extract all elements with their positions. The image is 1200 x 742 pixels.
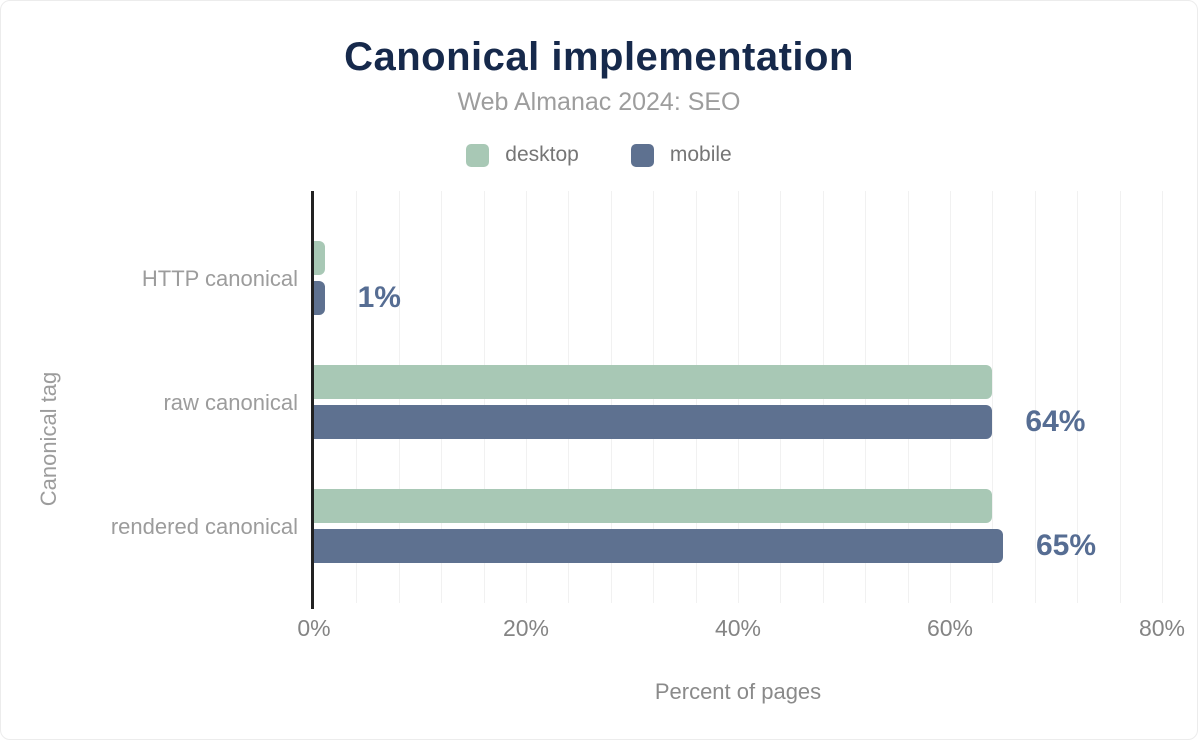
legend-item-desktop[interactable]: desktop <box>466 143 579 167</box>
value-label-0: 1% <box>357 281 401 314</box>
x-tick-80: 80% <box>1138 615 1186 641</box>
legend: desktop mobile <box>1 143 1197 167</box>
value-label-2: 65% <box>1036 529 1097 562</box>
category-label-1: raw canonical <box>163 390 298 415</box>
value-label-1: 64% <box>1025 405 1086 438</box>
x-tick-0: 0% <box>297 615 331 641</box>
bar-desktop-1[interactable] <box>314 365 993 399</box>
gridline-64 <box>992 191 994 603</box>
bar-desktop-2[interactable] <box>314 489 993 523</box>
x-tick-40: 40% <box>714 615 762 641</box>
y-axis-title: Canonical tag <box>36 371 61 507</box>
category-label-2: rendered canonical <box>110 514 298 539</box>
gridline-68 <box>1034 191 1036 603</box>
category-label-0: HTTP canonical <box>141 266 298 291</box>
legend-label-mobile: mobile <box>669 143 732 166</box>
gridline-72 <box>1077 191 1079 603</box>
x-tick-20: 20% <box>502 615 550 641</box>
bar-mobile-1[interactable] <box>314 405 993 439</box>
bar-mobile-2[interactable] <box>314 529 1003 563</box>
legend-item-mobile[interactable]: mobile <box>630 143 732 167</box>
x-tick-60: 60% <box>926 615 974 641</box>
x-axis-title: Percent of pages <box>654 679 822 704</box>
legend-swatch-mobile <box>630 143 654 167</box>
bar-mobile-0[interactable] <box>314 281 325 315</box>
gridline-80 <box>1162 191 1163 603</box>
plot-area: 0% 20% 40% 60% 80% <box>297 191 1186 641</box>
gridline-76 <box>1119 191 1121 603</box>
bar-desktop-0[interactable] <box>314 241 325 275</box>
chart-subtitle: Web Almanac 2024: SEO <box>457 88 741 116</box>
y-axis-line <box>311 191 314 609</box>
legend-label-desktop: desktop <box>505 143 579 166</box>
chart-title: Canonical implementation <box>344 35 854 79</box>
legend-swatch-desktop <box>466 143 490 167</box>
